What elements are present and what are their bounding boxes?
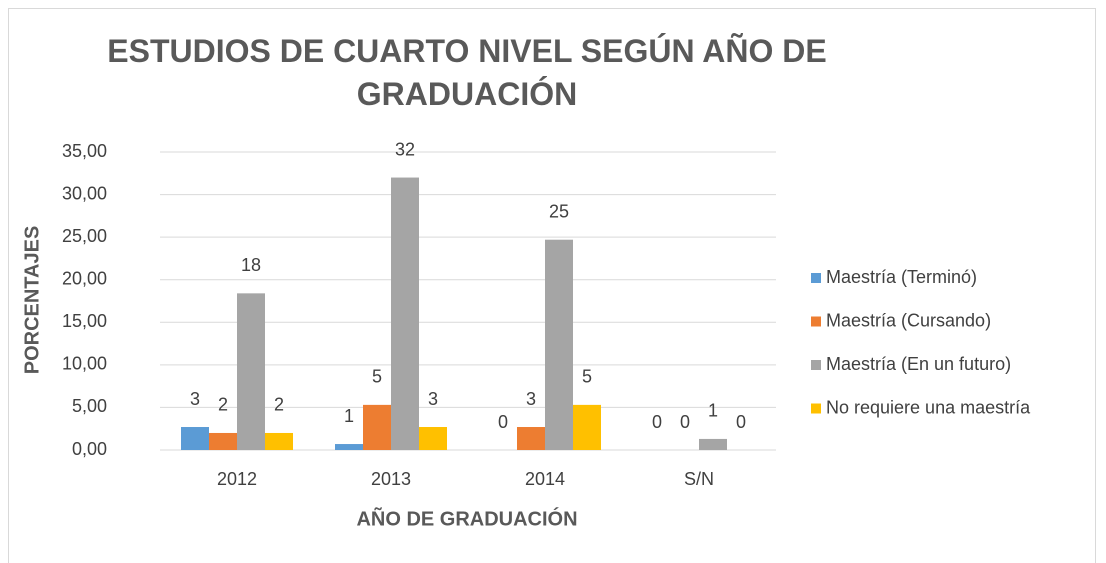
bar — [209, 432, 237, 450]
legend-label: No requiere una maestría — [826, 397, 1031, 417]
y-tick-label: 35,00 — [62, 141, 107, 161]
chart-title: ESTUDIOS DE CUARTO NIVEL SEGÚN AÑO DE GR… — [107, 33, 827, 112]
bar — [391, 177, 419, 451]
bar — [265, 432, 293, 450]
chart-frame — [8, 8, 1096, 563]
data-label: 0 — [680, 412, 690, 432]
bar — [517, 427, 545, 450]
data-label: 0 — [736, 412, 746, 432]
data-label: 1 — [344, 406, 354, 426]
legend-swatch — [811, 360, 821, 370]
x-tick-label: 2013 — [371, 469, 411, 489]
bar — [181, 427, 209, 450]
data-label: 0 — [498, 412, 508, 432]
legend-swatch — [811, 316, 821, 327]
data-label: 18 — [241, 255, 261, 275]
legend-label: Maestría (Cursando) — [826, 310, 991, 330]
data-label: 3 — [190, 389, 200, 409]
y-tick-label: 25,00 — [62, 226, 107, 246]
legend-swatch — [811, 273, 821, 283]
legend-label: Maestría (En un futuro) — [826, 354, 1011, 374]
data-label: 0 — [652, 412, 662, 432]
data-label: 1 — [708, 401, 718, 421]
bar — [237, 293, 265, 450]
y-axis-title: PORCENTAJES — [21, 226, 43, 375]
bar — [335, 444, 363, 450]
x-tick-label: S/N — [684, 469, 714, 489]
y-tick-label: 20,00 — [62, 268, 107, 288]
y-tick-label: 30,00 — [62, 183, 107, 203]
legend-swatch — [811, 403, 821, 414]
y-tick-label: 10,00 — [62, 354, 107, 374]
data-label: 5 — [372, 367, 382, 387]
bar — [573, 404, 601, 450]
bar — [363, 404, 391, 450]
data-label: 5 — [582, 367, 592, 387]
data-label: 25 — [549, 201, 569, 221]
data-label: 3 — [428, 389, 438, 409]
data-label: 32 — [395, 139, 415, 159]
bar — [699, 438, 727, 450]
bar — [419, 427, 447, 450]
y-tick-label: 5,00 — [72, 396, 107, 416]
x-tick-label: 2012 — [217, 469, 257, 489]
data-label: 3 — [526, 389, 536, 409]
data-label: 2 — [274, 395, 284, 415]
y-tick-label: 15,00 — [62, 311, 107, 331]
data-label: 2 — [218, 395, 228, 415]
legend-label: Maestría (Terminó) — [826, 267, 977, 287]
x-axis-title: AÑO DE GRADUACIÓN — [356, 506, 577, 530]
y-tick-label: 0,00 — [72, 439, 107, 459]
x-tick-label: 2014 — [525, 469, 565, 489]
bar — [545, 239, 573, 450]
